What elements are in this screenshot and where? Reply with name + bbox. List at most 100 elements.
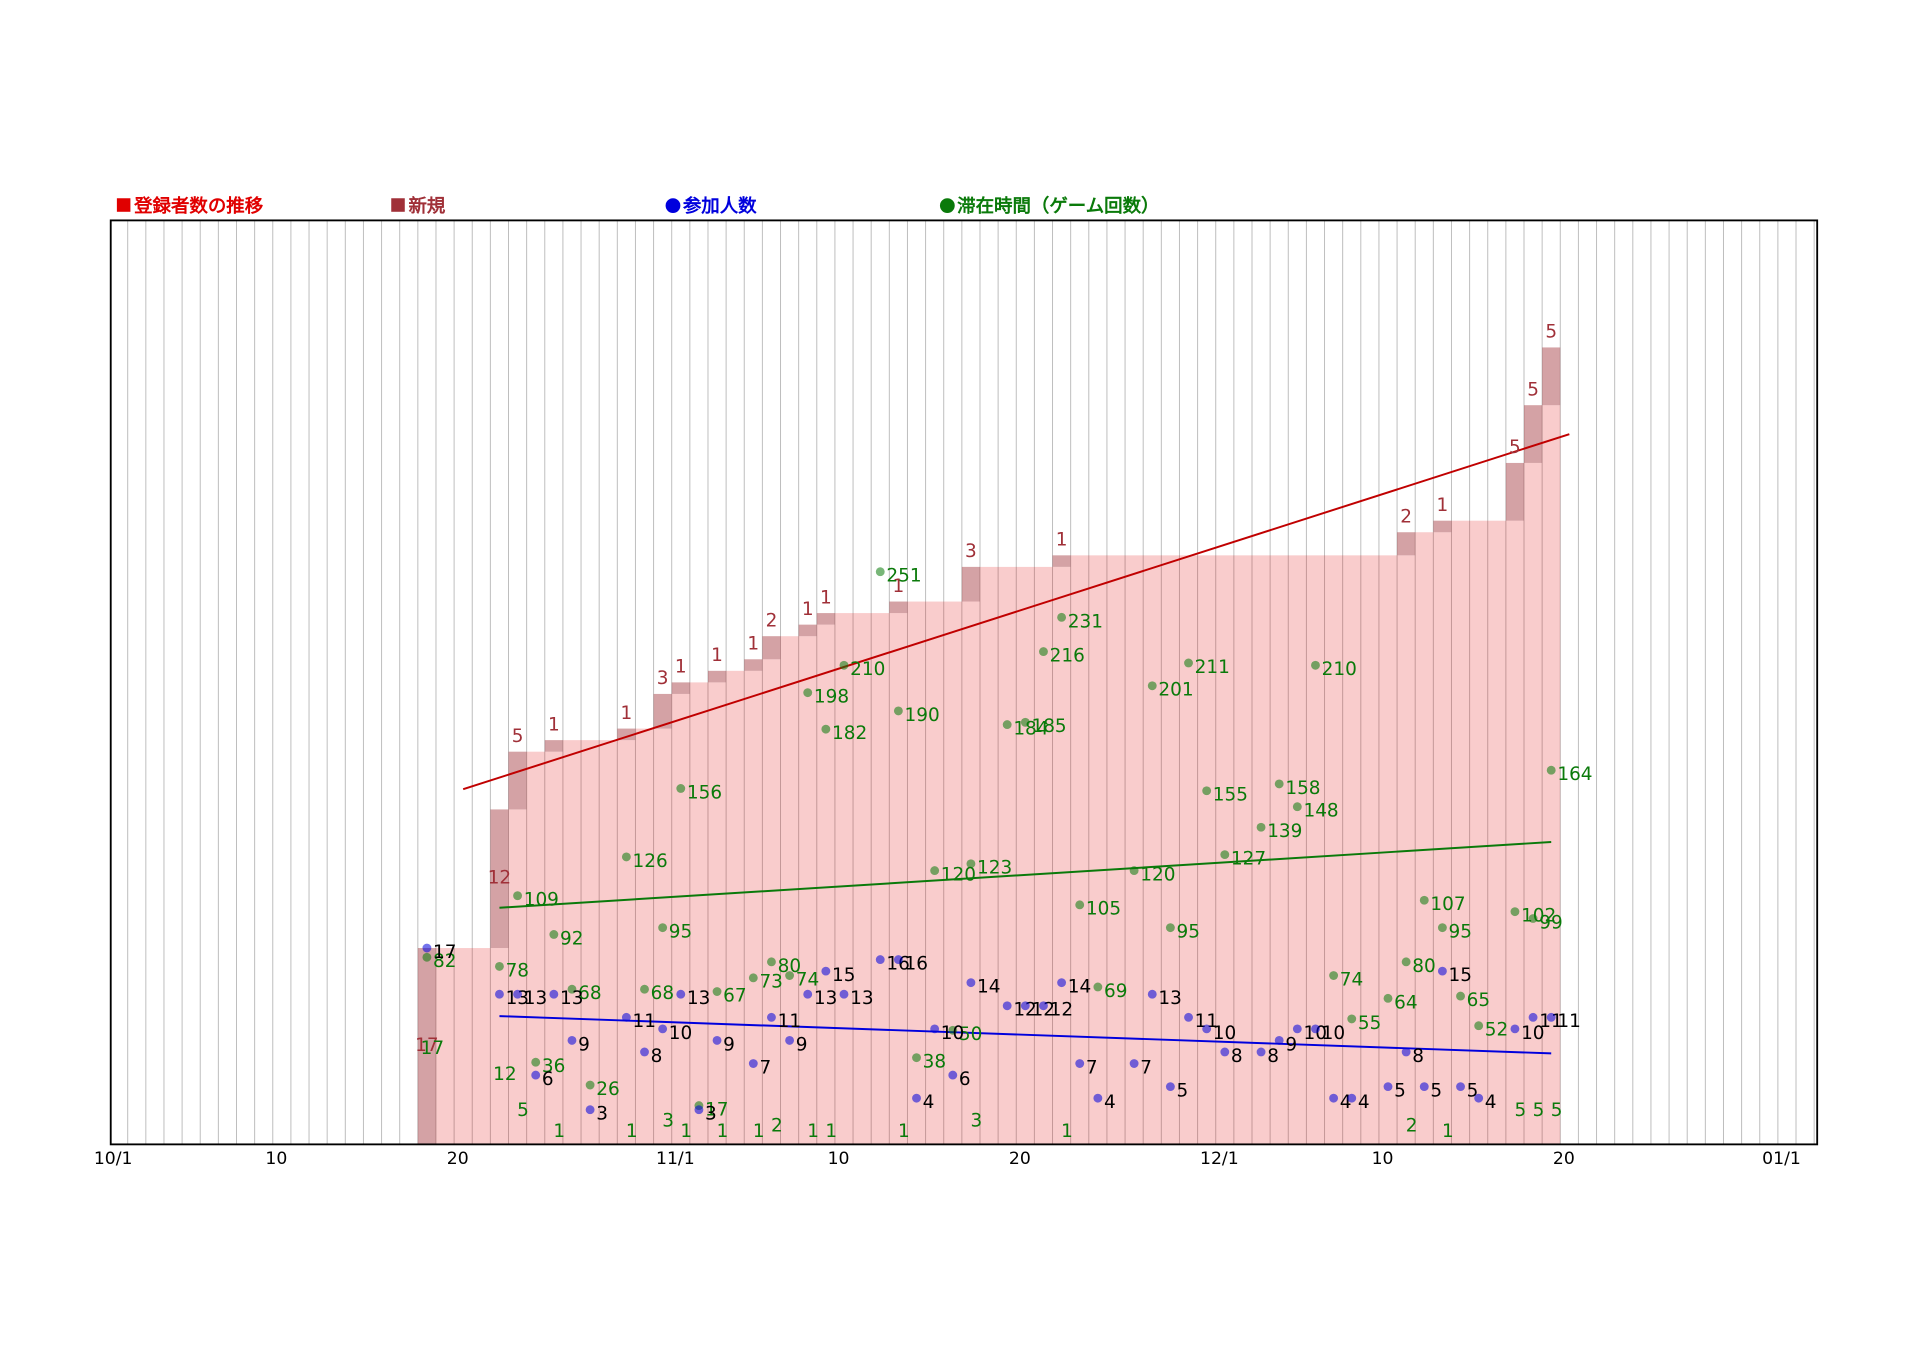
- new-label: 5: [1509, 437, 1521, 458]
- points: 1717121255111133111111221111113311221155…: [415, 322, 1592, 1142]
- point: [1002, 1001, 1012, 1011]
- new-bar: [617, 728, 636, 741]
- total-bar: [798, 636, 817, 1145]
- total-bar: [1088, 555, 1107, 1145]
- point: [1347, 1014, 1357, 1024]
- point: [1256, 822, 1266, 832]
- point-label: 190: [905, 705, 940, 726]
- point: [1510, 1024, 1520, 1034]
- x-tick-label: 20: [1009, 1149, 1031, 1169]
- point-label: 164: [1557, 764, 1592, 785]
- new-bar: [508, 751, 527, 810]
- legend-label: 滞在時間（ゲーム回数）: [957, 195, 1159, 217]
- total-bar: [1378, 555, 1398, 1145]
- point-label: 6: [542, 1069, 554, 1090]
- new-label: 17: [415, 1035, 438, 1056]
- point: [1292, 1024, 1302, 1034]
- point-label: 10: [1521, 1023, 1544, 1044]
- point: [1437, 923, 1447, 933]
- x-tick-label: 11/1: [656, 1149, 695, 1169]
- point-label: 251: [886, 566, 921, 587]
- total-bar: [1215, 555, 1234, 1145]
- new-bar: [490, 809, 509, 949]
- total-bar: [1288, 555, 1307, 1145]
- new-label: 5: [1545, 322, 1557, 343]
- point: [658, 1024, 668, 1034]
- point-label: 9: [1285, 1034, 1297, 1055]
- point: [549, 989, 559, 999]
- point-label: 120: [1140, 865, 1175, 886]
- point: [1184, 1012, 1193, 1022]
- point: [1311, 1024, 1320, 1034]
- point-label: 139: [1267, 821, 1302, 842]
- point-label: 3: [596, 1104, 608, 1125]
- total-bar: [599, 740, 618, 1145]
- legend-swatch: [665, 198, 681, 214]
- total-bar: [762, 659, 781, 1145]
- new-bar: [961, 566, 980, 602]
- point-label: 7: [1140, 1057, 1152, 1078]
- new-label-bottom: 1: [825, 1121, 837, 1142]
- point-label: 11: [633, 1011, 656, 1032]
- point: [1546, 1012, 1556, 1022]
- total-bar: [1034, 566, 1053, 1145]
- total-bar: [1197, 555, 1216, 1145]
- point-label: 148: [1303, 801, 1338, 822]
- point: [712, 1035, 722, 1045]
- point: [893, 955, 903, 965]
- trend-line: [499, 841, 1552, 909]
- total-bar: [435, 948, 455, 1145]
- point: [1437, 966, 1447, 976]
- point: [1383, 993, 1393, 1003]
- new-label: 1: [820, 587, 832, 608]
- new-label-bottom: 17: [421, 1038, 444, 1059]
- point-label: 123: [977, 858, 1012, 879]
- total-bar: [1324, 555, 1343, 1145]
- total-bar: [562, 740, 582, 1145]
- new-label-bottom: 1: [626, 1121, 638, 1142]
- point: [1419, 1082, 1429, 1092]
- point: [1220, 850, 1230, 860]
- new-bar: [653, 693, 672, 729]
- point: [567, 1035, 577, 1045]
- point: [748, 973, 758, 983]
- point: [621, 1012, 631, 1022]
- point: [621, 852, 631, 862]
- point: [585, 1080, 595, 1090]
- point-label: 95: [1177, 922, 1200, 943]
- point: [1292, 802, 1302, 812]
- new-label-bottom: 1: [898, 1121, 910, 1142]
- point: [785, 971, 795, 980]
- total-bar: [1542, 405, 1561, 1145]
- total-bar: [581, 740, 600, 1145]
- legend-swatch: [939, 198, 955, 214]
- total-bar: [617, 740, 636, 1145]
- point-label: 4: [923, 1092, 935, 1113]
- point: [1129, 1059, 1139, 1068]
- legend-label: 新規: [408, 195, 445, 217]
- point-label: 12: [1050, 1000, 1073, 1021]
- x-tick-label: 10: [828, 1149, 850, 1169]
- point: [1220, 1047, 1230, 1057]
- total-bar: [1179, 555, 1198, 1145]
- point-label: 82: [433, 951, 456, 972]
- point: [1057, 978, 1067, 988]
- point: [1147, 989, 1157, 999]
- point: [567, 984, 577, 994]
- total-bar: [1052, 566, 1071, 1145]
- point: [1329, 1093, 1339, 1103]
- total-bar: [1251, 555, 1271, 1145]
- new-bar: [798, 624, 817, 637]
- point-label: 6: [959, 1069, 971, 1090]
- total-bar: [1505, 520, 1525, 1145]
- new-label-bottom: 1: [717, 1121, 729, 1142]
- legend-label: 参加人数: [683, 195, 757, 217]
- new-label: 3: [965, 541, 977, 562]
- point: [1401, 1047, 1411, 1057]
- point: [1202, 1024, 1212, 1034]
- point-label: 74: [1340, 969, 1363, 990]
- point: [966, 859, 976, 869]
- point-label: 13: [687, 988, 710, 1009]
- point-label: 5: [1394, 1081, 1406, 1102]
- point: [495, 961, 504, 971]
